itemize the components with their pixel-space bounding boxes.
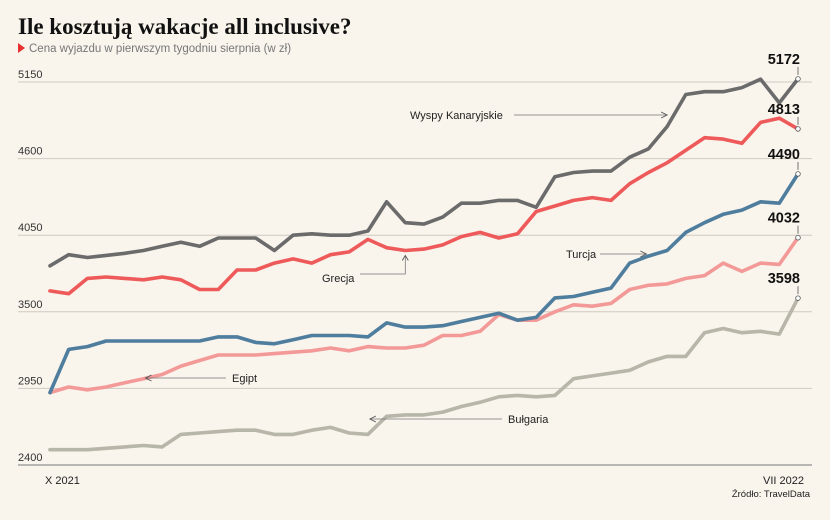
red-triangle-icon	[18, 43, 25, 53]
series-line	[48, 116, 800, 296]
annotation-label: Egipt	[232, 373, 257, 385]
annotation-label: Bułgaria	[508, 414, 549, 426]
annotation-label: Grecja	[322, 273, 355, 285]
annotation-arrow	[144, 374, 152, 382]
end-value-label: 4813	[768, 102, 800, 118]
x-end-label: VII 2022	[763, 475, 804, 487]
annotation-label: Turcja	[566, 249, 597, 261]
y-tick-label: 5150	[18, 69, 42, 81]
y-tick-label: 4050	[18, 222, 42, 234]
y-tick-label: 2950	[18, 375, 42, 387]
annotation-leader	[360, 255, 406, 275]
x-start-label: X 2021	[45, 475, 80, 487]
end-marker	[795, 126, 801, 132]
annotation-label: Wyspy Kanaryjskie	[410, 110, 503, 122]
annotation-arrow	[640, 250, 648, 258]
series-line	[48, 296, 800, 452]
annotation-arrow	[401, 254, 409, 261]
end-marker	[795, 295, 801, 301]
chart-subtitle: Cena wyjazdu w pierwszym tygodniu sierpn…	[18, 43, 291, 55]
y-tick-label: 2400	[18, 452, 42, 464]
end-value-label: 4032	[768, 211, 800, 227]
annotation-arrow	[660, 111, 669, 119]
end-value-label: 5172	[768, 52, 800, 68]
subtitle-text: Cena wyjazdu w pierwszym tygodniu sierpn…	[29, 43, 292, 55]
end-value-label: 4490	[768, 147, 800, 163]
y-tick-label: 3500	[18, 299, 42, 311]
chart-title: Ile kosztują wakacje all inclusive?	[18, 14, 352, 39]
series-line	[48, 235, 800, 395]
source-note: Źródło: TravelData	[731, 489, 810, 500]
end-marker	[795, 76, 801, 82]
annotation-arrow	[368, 415, 377, 423]
y-tick-label: 4600	[18, 146, 42, 158]
series-line	[48, 77, 800, 268]
end-marker	[795, 235, 801, 241]
series-line	[48, 172, 800, 395]
end-value-label: 3598	[768, 271, 800, 287]
end-marker	[795, 171, 801, 177]
